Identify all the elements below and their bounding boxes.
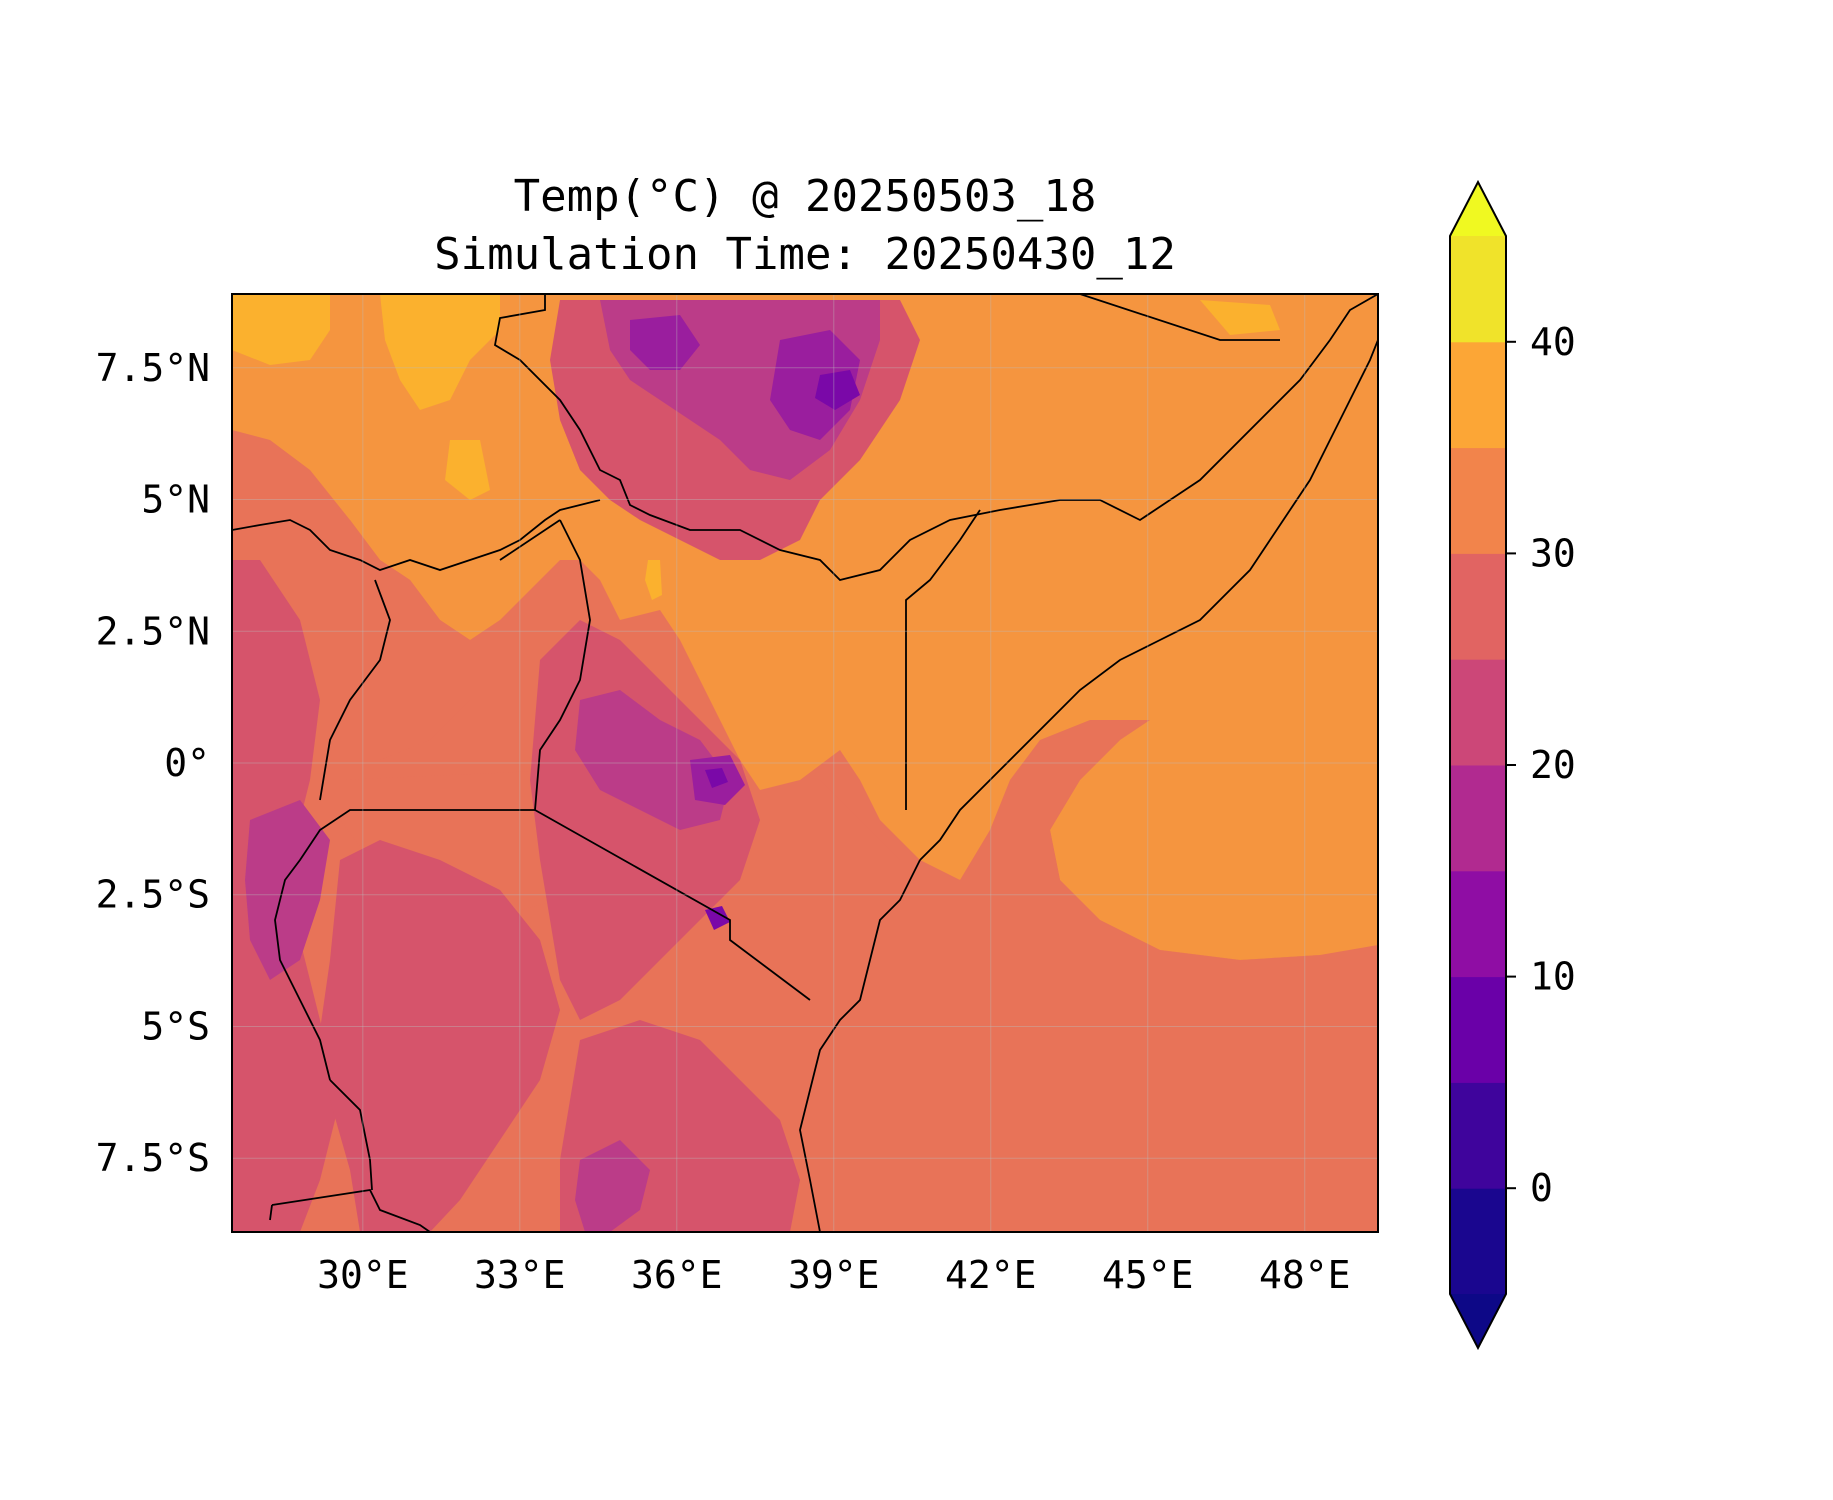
colorbar-swatch [1450,553,1506,660]
colorbar-extend-min [1450,1294,1506,1348]
colorbar-tick-label: 40 [1530,320,1576,364]
colorbar-swatch [1450,659,1506,766]
temp-field-35-40-d [645,560,662,600]
lat-tick-label: 2.5°S [96,873,210,917]
lat-tick-label: 7.5°N [96,346,210,390]
title-line-1: Temp(°C) @ 20250503_18 [513,171,1097,222]
colorbar-outline [1449,179,1507,1351]
temp-field-35-40-b [380,294,500,410]
temp-field-15-20-kenya [575,690,730,830]
temp-field-5-10-mtkenya [705,768,728,788]
map-frame [231,293,1379,1233]
figure-title: Temp(°C) @ 20250503_18 Simulation Time: … [230,168,1380,284]
lat-tick-label: 5°S [141,1004,210,1048]
temp-field-30-35 [232,294,1378,1000]
lat-tick-label: 5°N [141,478,210,522]
country-borders [232,294,1378,1232]
lon-tick-label: 33°E [474,1253,566,1297]
colorbar-swatch [1450,341,1506,449]
temp-field-10-15-ethiopia-w [630,315,700,370]
map-panel [232,294,1378,1232]
temp-field-10-15-ethiopia [770,330,860,440]
temp-field-35-40-e [1200,300,1280,335]
colorbar-tick-label: 20 [1530,743,1576,787]
lon-tick-label: 42°E [945,1253,1037,1297]
colorbar-swatch [1450,976,1506,1083]
temp-field-20-25-rift [320,840,560,1232]
colorbar-tick-label: 10 [1530,955,1576,999]
latitude-tick-labels: 7.5°N 5°N 2.5°N 0° 2.5°S 5°S 7.5°S [96,346,210,1180]
temp-field-35-40-c [445,440,490,500]
colorbar-swatch [1450,447,1506,554]
colorbar-swatch [1450,1188,1506,1295]
colorbar-swatch [1450,870,1506,978]
title-line-2: Simulation Time: 20250430_12 [434,229,1176,280]
lon-tick-label: 48°E [1259,1253,1351,1297]
colorbar-tick-label: 0 [1530,1166,1553,1210]
lat-tick-label: 7.5°S [96,1136,210,1180]
temp-field-35-40-a [232,294,330,365]
colorbar-swatch [1450,765,1506,872]
colorbar-extend-max [1450,182,1506,236]
colorbar-swatch [1450,1082,1506,1189]
lat-tick-label: 0° [164,741,210,785]
lon-tick-label: 39°E [788,1253,880,1297]
colorbar-tick-label: 30 [1530,531,1576,575]
temp-field-15-20-tz [575,1140,650,1232]
colorbar: 0 10 20 30 40 [1449,179,1576,1351]
lon-tick-label: 45°E [1102,1253,1194,1297]
colorbar-swatch [1450,236,1506,343]
lat-tick-label: 2.5°N [96,609,210,653]
gridlines [232,294,1378,1232]
lon-tick-label: 30°E [317,1253,409,1297]
temp-field-5-10-kili [705,906,730,930]
lon-tick-label: 36°E [631,1253,723,1297]
temp-field-5-10-ethiopia [815,370,860,410]
longitude-tick-labels: 30°E 33°E 36°E 39°E 42°E 45°E 48°E [317,1253,1350,1297]
temp-field-15-20-rwanda [245,800,330,980]
